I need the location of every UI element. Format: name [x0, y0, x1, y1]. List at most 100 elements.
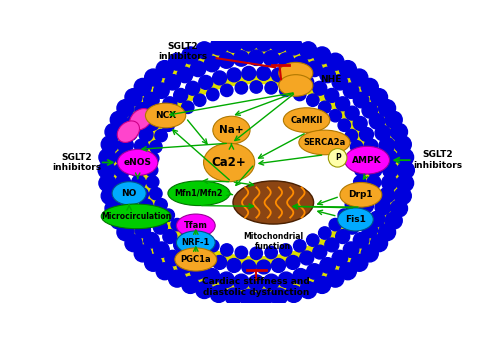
Circle shape [329, 219, 342, 231]
Circle shape [272, 258, 285, 272]
Circle shape [242, 66, 256, 80]
Circle shape [174, 238, 188, 252]
Circle shape [210, 38, 228, 55]
Circle shape [99, 175, 116, 191]
Circle shape [250, 247, 262, 259]
Circle shape [128, 211, 143, 227]
Circle shape [367, 151, 381, 165]
Circle shape [220, 84, 233, 97]
Circle shape [329, 109, 342, 122]
Circle shape [182, 101, 194, 114]
Circle shape [155, 130, 168, 142]
Circle shape [248, 275, 264, 290]
Circle shape [105, 123, 122, 140]
Circle shape [144, 92, 159, 108]
Circle shape [122, 125, 138, 141]
Circle shape [378, 224, 396, 241]
Circle shape [118, 137, 134, 153]
Circle shape [196, 42, 213, 59]
Circle shape [318, 227, 331, 239]
Circle shape [398, 162, 414, 179]
Ellipse shape [344, 146, 390, 174]
Circle shape [344, 83, 359, 98]
Circle shape [353, 210, 367, 224]
Circle shape [375, 125, 390, 141]
Circle shape [114, 163, 130, 178]
Ellipse shape [130, 108, 152, 130]
Circle shape [99, 149, 116, 166]
Circle shape [390, 123, 407, 140]
Circle shape [125, 235, 142, 252]
Circle shape [130, 163, 144, 177]
Circle shape [367, 175, 381, 189]
Circle shape [351, 254, 368, 271]
Circle shape [155, 199, 168, 211]
Circle shape [345, 130, 358, 142]
Circle shape [144, 254, 162, 271]
Circle shape [325, 88, 339, 102]
Circle shape [314, 47, 330, 64]
Ellipse shape [328, 149, 347, 167]
Circle shape [340, 263, 356, 280]
Circle shape [122, 200, 138, 215]
Text: Tfam: Tfam [184, 221, 208, 230]
Circle shape [306, 234, 319, 246]
Circle shape [345, 106, 359, 120]
Circle shape [354, 164, 367, 176]
Circle shape [135, 103, 150, 118]
Circle shape [318, 101, 331, 114]
Circle shape [306, 264, 322, 279]
Circle shape [313, 81, 327, 95]
Text: SGLT2
inhibitors: SGLT2 inhibitors [158, 42, 207, 61]
Circle shape [206, 88, 219, 101]
Circle shape [332, 74, 347, 90]
Circle shape [118, 187, 134, 203]
Circle shape [116, 150, 131, 165]
Circle shape [336, 97, 349, 111]
Ellipse shape [278, 62, 313, 84]
Ellipse shape [168, 181, 230, 206]
Circle shape [338, 119, 350, 131]
Circle shape [285, 38, 302, 55]
Circle shape [379, 187, 394, 203]
Circle shape [360, 199, 374, 213]
Circle shape [382, 175, 397, 190]
Circle shape [162, 209, 174, 221]
Circle shape [134, 245, 152, 262]
Circle shape [154, 242, 169, 257]
Circle shape [144, 69, 162, 86]
Circle shape [396, 149, 413, 166]
Circle shape [351, 69, 368, 86]
Circle shape [364, 139, 378, 153]
Circle shape [256, 289, 272, 306]
Ellipse shape [176, 231, 215, 254]
Circle shape [336, 230, 349, 243]
Circle shape [327, 53, 344, 70]
Circle shape [390, 200, 407, 217]
Circle shape [280, 84, 292, 97]
Text: P: P [335, 153, 340, 162]
Circle shape [250, 81, 262, 93]
Circle shape [132, 175, 145, 189]
Circle shape [362, 103, 378, 118]
Circle shape [264, 274, 279, 290]
Text: NRF-1: NRF-1 [182, 238, 210, 247]
Circle shape [171, 219, 183, 231]
Circle shape [116, 175, 131, 190]
Text: PGC1a: PGC1a [180, 255, 211, 264]
Circle shape [270, 35, 287, 52]
Circle shape [139, 128, 153, 141]
Circle shape [256, 34, 272, 51]
Circle shape [182, 227, 194, 239]
Circle shape [300, 42, 316, 59]
Circle shape [361, 79, 378, 96]
Circle shape [128, 114, 143, 129]
Circle shape [204, 56, 220, 72]
Ellipse shape [176, 214, 215, 237]
Circle shape [280, 244, 292, 256]
Circle shape [177, 258, 192, 273]
Circle shape [354, 152, 366, 165]
Circle shape [162, 119, 174, 131]
Circle shape [125, 89, 142, 106]
Circle shape [154, 106, 168, 120]
